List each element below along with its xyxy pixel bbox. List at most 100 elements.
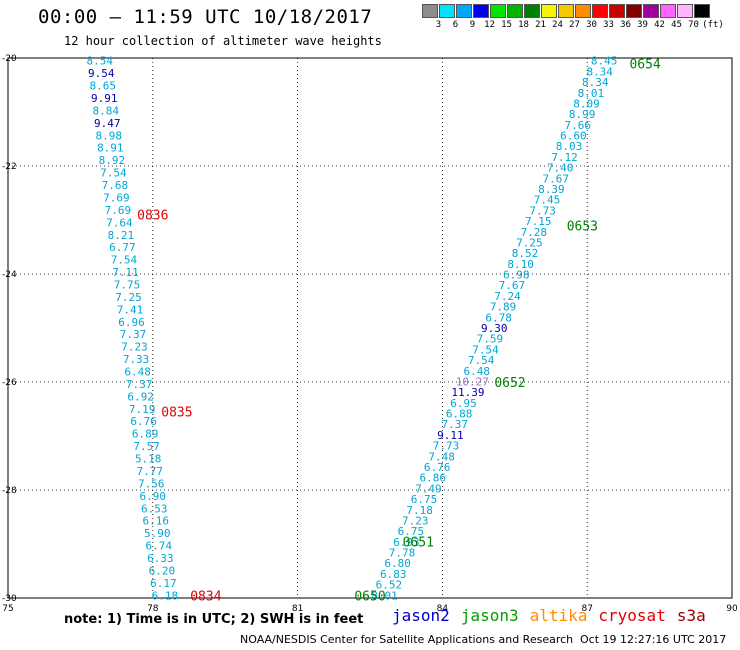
swh-value: 7.54 [472, 343, 499, 356]
swh-value: 8.91 [97, 142, 124, 155]
swh-value: 7.89 [490, 301, 517, 314]
swh-value: 8.10 [507, 258, 534, 271]
swh-value: 6.20 [149, 564, 176, 577]
pass-time-label: 0652 [494, 376, 525, 391]
swh-value: 6.53 [141, 502, 168, 515]
pass-time-label: 0834 [190, 589, 221, 604]
swh-value: 7.40 [547, 162, 574, 175]
swh-value: 8.98 [96, 129, 123, 142]
y-tick-label: -22 [2, 162, 17, 172]
y-tick-label: -26 [2, 378, 17, 388]
satellite-altika: altika [529, 606, 588, 625]
swh-value: 6.92 [127, 390, 154, 403]
swh-value: 6.90 [139, 490, 166, 503]
x-tick-label: 78 [147, 604, 159, 614]
y-tick-label: -24 [2, 270, 17, 280]
legend-label: 39 [637, 20, 648, 30]
legend-swatch [541, 4, 557, 18]
swh-value: 7.41 [117, 303, 144, 316]
legend-label: 6 [452, 20, 459, 30]
swh-value: 8.39 [538, 183, 565, 196]
swh-value: 6.93 [393, 536, 420, 549]
y-tick-label: -30 [2, 594, 17, 604]
swh-value: 9.91 [91, 92, 118, 105]
legend-label: 70 [688, 20, 699, 30]
swh-value: 9.30 [481, 322, 508, 335]
swh-value: 8.84 [93, 104, 120, 117]
legend-swatch [626, 4, 642, 18]
legend-swatch [558, 4, 574, 18]
swh-value: 7.66 [564, 119, 591, 132]
generated-timestamp: Oct 19 12:27:16 UTC 2017 [580, 633, 727, 646]
legend-label: 9 [469, 20, 476, 30]
satellite-s3a: s3a [676, 606, 706, 625]
swh-value: 7.56 [138, 477, 165, 490]
swh-value: 8.45 [591, 55, 618, 68]
legend-unit: (ft) [702, 20, 724, 30]
swh-value: 6.16 [143, 515, 170, 528]
swh-value: 7.45 [534, 194, 561, 207]
swh-value: 6.98 [503, 269, 530, 282]
pass-time-label: 0836 [137, 209, 168, 224]
swh-value: 7.25 [115, 291, 142, 304]
plot-frame [7, 57, 733, 599]
swh-value: 6.80 [384, 557, 411, 570]
legend-label: 21 [535, 20, 546, 30]
swh-value: 6.76 [424, 461, 451, 474]
legend-label: 3 [435, 20, 442, 30]
satellite-jason3: jason3 [460, 606, 519, 625]
swh-value: 6.48 [463, 365, 490, 378]
pass-time-label: 0835 [161, 406, 192, 421]
y-tick-label: -20 [2, 54, 17, 64]
swh-value: 7.25 [516, 236, 543, 249]
legend-label: 33 [603, 20, 614, 30]
legend-label: 27 [569, 20, 580, 30]
legend-label: 12 [484, 20, 495, 30]
legend-label: 18 [518, 20, 529, 30]
pass-time-label: 0654 [629, 57, 660, 72]
pass-time-label: 0650 [354, 589, 385, 604]
swh-value: 8.01 [371, 589, 398, 602]
swh-value: 7.33 [123, 353, 150, 366]
swh-value: 8.03 [556, 140, 583, 153]
swh-value: 7.37 [120, 328, 147, 341]
legend-swatch [694, 4, 710, 18]
swh-value: 7.48 [428, 450, 455, 463]
swh-value: 7.23 [402, 514, 429, 527]
swh-value: 7.28 [521, 226, 548, 239]
swh-value: 8.34 [586, 65, 613, 78]
legend-swatch [609, 4, 625, 18]
satellite-cryosat: cryosat [598, 606, 666, 625]
swh-value: 7.67 [499, 279, 526, 292]
x-tick-label: 84 [437, 604, 449, 614]
swh-value: 7.57 [133, 440, 160, 453]
swh-value: 6.75 [398, 525, 425, 538]
legend-label: 30 [586, 20, 597, 30]
swh-value: 10.27 [456, 375, 489, 388]
swh-value: 6.76 [130, 415, 157, 428]
swh-value: 9.54 [88, 67, 115, 80]
legend-label: 36 [620, 20, 631, 30]
swh-value: 7.69 [105, 204, 132, 217]
swh-value: 8.09 [573, 97, 600, 110]
swh-value: 7.59 [477, 333, 504, 346]
swh-value: 6.74 [146, 540, 173, 553]
swh-value: 7.78 [389, 547, 416, 560]
color-scale-legend: 3 6 9 12 15 18 21 24 27 30 33 36 39 42 45 70 (ft) [422, 4, 724, 32]
swh-value: 6.86 [420, 472, 447, 485]
swh-value: 7.75 [114, 278, 141, 291]
legend-label: 42 [654, 20, 665, 30]
x-tick-label: 81 [292, 604, 303, 614]
swh-value: 9.11 [437, 429, 464, 442]
swh-value: 6.18 [152, 589, 179, 602]
swh-value: 8.21 [108, 229, 135, 242]
swh-value: 7.23 [121, 341, 148, 354]
swh-value: 7.49 [415, 482, 442, 495]
swh-value: 8.34 [582, 76, 609, 89]
swh-value: 8.01 [578, 87, 605, 100]
legend-swatch [643, 4, 659, 18]
legend-label: 15 [501, 20, 512, 30]
swh-value: 7.73 [433, 440, 460, 453]
swh-value: 6.96 [118, 316, 145, 329]
